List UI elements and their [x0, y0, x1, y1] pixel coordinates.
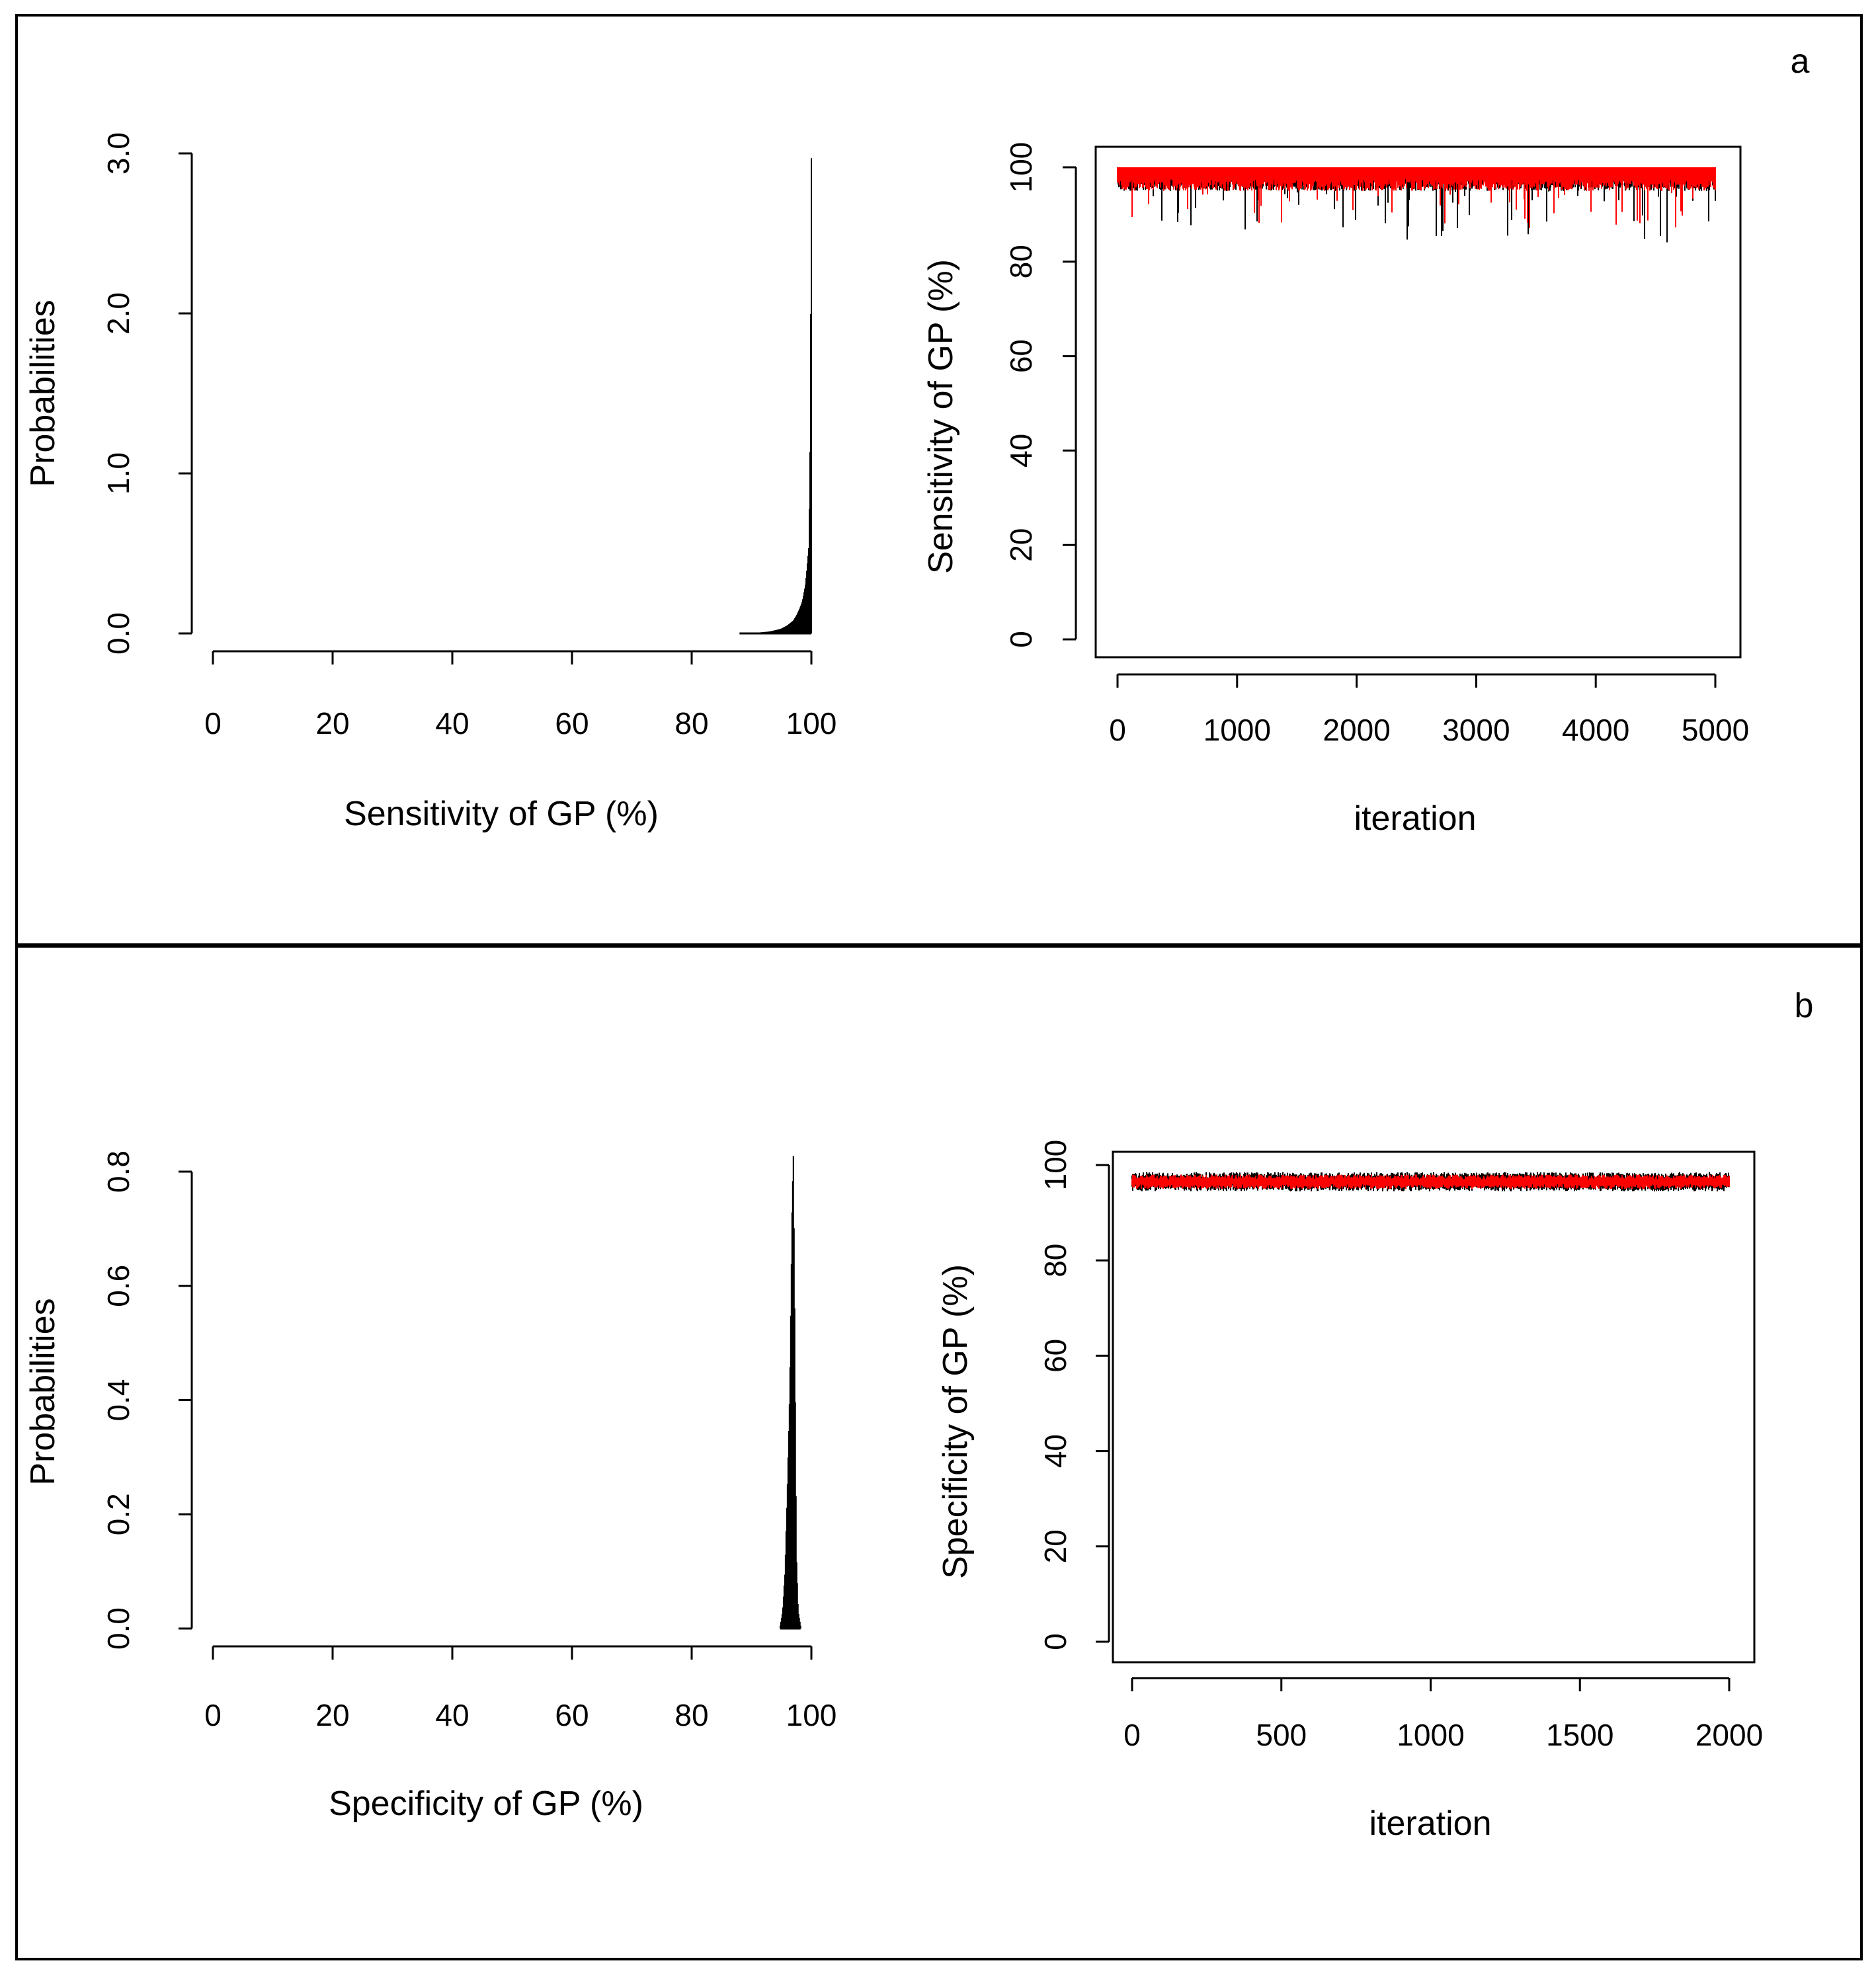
- x-axis: 0 500 1000 1500 2000: [1123, 1677, 1763, 1752]
- x-tick-label: 20: [315, 706, 349, 741]
- trace-sensitivity: 0 20 40 60 80 100 0 1000 2000 3000 4000 5000 itera…: [922, 142, 1749, 838]
- x-axis: 0 20 40 60 80 100: [204, 1645, 837, 1732]
- y-tick-label: 40: [1038, 1434, 1073, 1468]
- trace-specificity-lines: [1131, 1172, 1730, 1191]
- x-tick-label: 0: [1123, 1718, 1141, 1752]
- y-tick-label: 3.0: [101, 132, 136, 175]
- x-tick-label: 60: [555, 706, 589, 741]
- x-tick-label: 0: [1109, 713, 1126, 747]
- x-tick-label: 0: [204, 1698, 222, 1732]
- y-tick-label: 100: [1004, 142, 1038, 193]
- y-tick-label: 0.6: [101, 1265, 136, 1307]
- y-tick-label: 40: [1004, 434, 1038, 467]
- y-tick-label: 80: [1038, 1244, 1073, 1277]
- x-tick-label: 0: [204, 706, 222, 741]
- x-axis-label: iteration: [1369, 1804, 1492, 1843]
- plot-box: [1112, 1150, 1756, 1664]
- y-axis-label: Sensitivity of GP (%): [922, 259, 960, 574]
- trace-series-red: [1131, 1174, 1730, 1189]
- x-axis: 0 20 40 60 80 100: [204, 650, 837, 741]
- y-axis: 0 20 40 60 80 100: [1004, 142, 1077, 648]
- y-axis-label: Probabilities: [24, 300, 62, 487]
- y-tick-label: 0.0: [101, 612, 136, 655]
- y-tick-label: 0.8: [101, 1150, 136, 1193]
- y-tick-label: 20: [1004, 528, 1038, 562]
- x-tick-label: 80: [674, 1698, 708, 1732]
- x-tick-label: 20: [315, 1698, 349, 1732]
- x-axis-label: Specificity of GP (%): [329, 1785, 643, 1823]
- x-tick-label: 60: [555, 1698, 589, 1732]
- panel-letter-b: b: [1795, 986, 1814, 1025]
- x-tick-label: 1000: [1397, 1718, 1464, 1752]
- y-tick-label: 20: [1038, 1529, 1073, 1563]
- x-tick-label: 100: [786, 1698, 837, 1732]
- y-tick-label: 0: [1004, 631, 1038, 648]
- plot-box: [1094, 145, 1742, 659]
- x-tick-label: 1000: [1203, 713, 1271, 747]
- figure-frame: [15, 14, 1863, 1960]
- x-tick-label: 40: [435, 1698, 469, 1732]
- x-tick-label: 1500: [1546, 1718, 1613, 1752]
- histogram-specificity-bars: [779, 1156, 801, 1630]
- x-tick-label: 3000: [1442, 713, 1510, 747]
- y-tick-label: 1.0: [101, 452, 136, 495]
- y-tick-label: 100: [1038, 1140, 1073, 1191]
- y-axis-label: Specificity of GP (%): [936, 1264, 975, 1579]
- x-tick-label: 2000: [1323, 713, 1390, 747]
- trace-series-red: [1117, 167, 1716, 228]
- x-tick-label: 4000: [1562, 713, 1629, 747]
- x-axis: 0 1000 2000 3000 4000 5000: [1109, 673, 1749, 747]
- y-axis-label: Probabilities: [24, 1298, 62, 1485]
- trace-sensitivity-lines: [1117, 167, 1716, 243]
- x-tick-label: 100: [786, 706, 837, 741]
- x-tick-label: 2000: [1695, 1718, 1763, 1752]
- x-axis-label: iteration: [1354, 799, 1477, 838]
- y-tick-label: 0.0: [101, 1607, 136, 1650]
- y-tick-label: 0.2: [101, 1493, 136, 1535]
- x-tick-label: 40: [435, 706, 469, 741]
- y-tick-label: 0: [1038, 1633, 1073, 1650]
- y-axis: 0.0 1.0 2.0 3.0: [101, 132, 193, 655]
- y-tick-label: 60: [1004, 339, 1038, 373]
- x-tick-label: 80: [674, 706, 708, 741]
- x-tick-label: 5000: [1682, 713, 1749, 747]
- x-axis-label: Sensitivity of GP (%): [344, 795, 659, 833]
- histogram-sensitivity: 0.0 1.0 2.0 3.0 0 20 40 60 80 100 Sensitivity of…: [24, 132, 836, 833]
- y-tick-label: 60: [1038, 1339, 1073, 1373]
- y-tick-label: 0.4: [101, 1379, 136, 1422]
- y-axis: 0.0 0.2 0.4 0.6 0.8: [101, 1150, 193, 1650]
- histogram-sensitivity-bars: [739, 158, 812, 635]
- histogram-specificity: 0.0 0.2 0.4 0.6 0.8 0 20 40 60 80 100 Specificity…: [24, 1150, 836, 1823]
- x-tick-label: 500: [1256, 1718, 1307, 1752]
- y-axis: 0 20 40 60 80 100: [1038, 1140, 1110, 1650]
- y-tick-label: 2.0: [101, 292, 136, 335]
- panel-letter-a: a: [1791, 42, 1810, 81]
- y-tick-label: 80: [1004, 245, 1038, 278]
